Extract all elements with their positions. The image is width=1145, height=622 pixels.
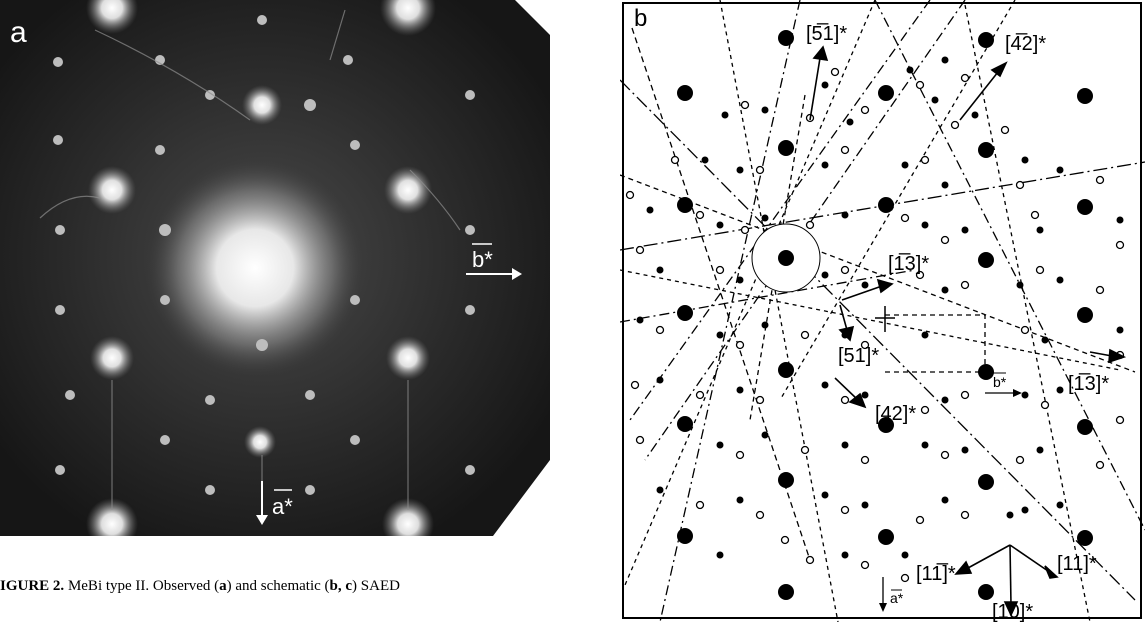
zone-label-51bar: [5̅1]* xyxy=(806,22,847,45)
panel-label-a: a xyxy=(10,16,27,49)
diffraction-photo: a b* a* xyxy=(0,0,550,536)
caption-text-2: ) and schematic ( xyxy=(226,578,330,594)
a-star-vector: a* xyxy=(256,481,293,525)
zone-label-42: [42]* xyxy=(875,403,916,425)
figure-number: IGURE 2. xyxy=(0,578,65,594)
schematic-a-star-vector: a* xyxy=(879,577,904,612)
diffraction-spot xyxy=(386,336,430,380)
zone-label-13bar-right: [1̅3]* xyxy=(1068,372,1109,395)
diffraction-spot xyxy=(242,85,282,125)
a-star-label: a* xyxy=(272,494,293,519)
zone-label-51: [51]* xyxy=(838,345,879,367)
diffraction-spot xyxy=(86,498,138,536)
caption-panels-bc: b, c xyxy=(329,578,353,594)
superstructure-filled xyxy=(636,56,1124,559)
zone-label-42bar: [4̅2]* xyxy=(1005,32,1046,55)
caption-panel-a: a xyxy=(219,578,227,594)
caption-text-1: MeBi type II. Observed ( xyxy=(64,578,220,594)
panel-label-b: b xyxy=(634,5,647,32)
streaks xyxy=(39,9,461,520)
b-star-label: b* xyxy=(472,247,493,272)
diffraction-spot xyxy=(90,336,134,380)
schematic-frame xyxy=(622,2,1142,619)
origin-cross xyxy=(875,306,895,332)
diffraction-spot xyxy=(88,166,136,214)
diffraction-spot xyxy=(382,498,434,536)
zone-label-13bar-top: [1̅3]* xyxy=(888,252,929,275)
zone-label-11: [11]* xyxy=(1057,553,1097,575)
schematic-b-star-label: b* xyxy=(993,374,1007,390)
central-beam xyxy=(145,158,365,378)
diffraction-spot xyxy=(380,0,436,36)
schematic-b-star-vector: b* xyxy=(985,372,1022,397)
schematic-a-star-label: a* xyxy=(890,590,904,606)
caption-text-3: ) SAED xyxy=(352,578,400,594)
strong-reflections xyxy=(677,30,1093,600)
diffraction-spot xyxy=(86,0,138,34)
weak-spots xyxy=(53,15,475,495)
figure-caption: IGURE 2. MeBi type II. Observed (a) and … xyxy=(0,578,560,595)
zone-label-11bar: [11̅]* xyxy=(916,562,956,585)
diffraction-spot xyxy=(244,426,276,458)
zone-arrows xyxy=(809,45,1127,617)
schematic-diagram: b xyxy=(620,0,1145,622)
unit-cell-box xyxy=(885,314,986,373)
b-star-vector: b* xyxy=(466,243,522,280)
zone-label-10: [10]* xyxy=(992,601,1033,622)
diffraction-spot xyxy=(384,166,432,214)
